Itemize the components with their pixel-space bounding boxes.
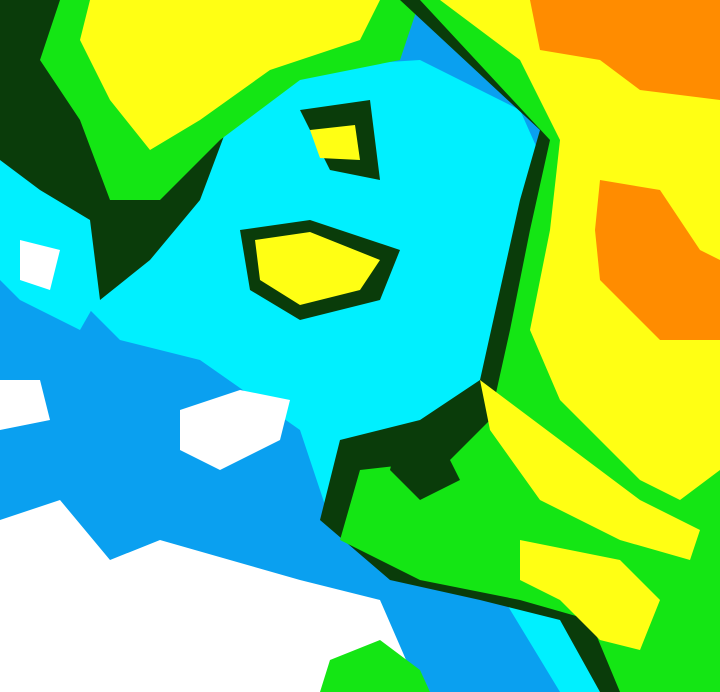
white-region	[0, 380, 50, 430]
orange-region	[595, 180, 720, 340]
yellow-band	[520, 540, 660, 650]
white-region	[0, 500, 420, 692]
yellow-region	[255, 232, 380, 305]
yellow-region	[80, 0, 380, 150]
cyan-region-left	[0, 150, 120, 330]
dark-green-region	[390, 430, 460, 500]
yellow-region	[310, 125, 360, 160]
white-region	[180, 390, 290, 470]
green-region	[320, 640, 430, 692]
white-region	[20, 240, 60, 290]
yellow-region	[440, 0, 720, 500]
orange-region	[530, 0, 720, 100]
yellow-band	[480, 380, 700, 560]
